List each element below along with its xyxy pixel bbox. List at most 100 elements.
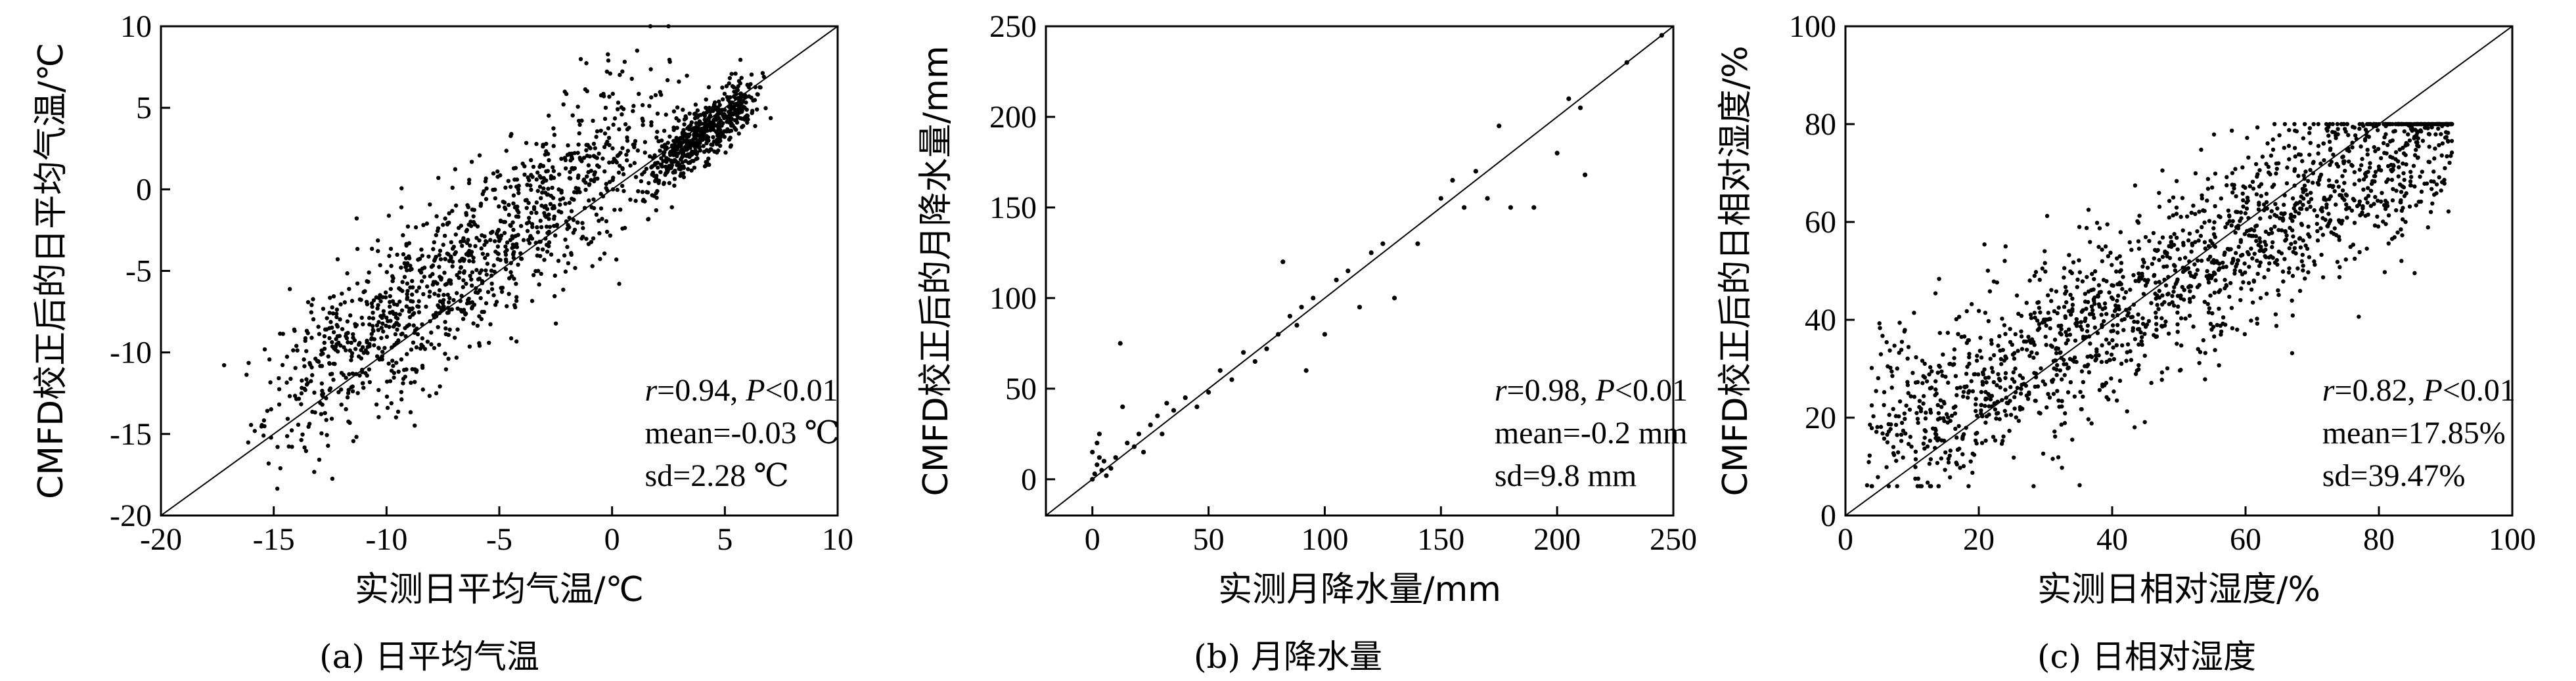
data-point xyxy=(612,116,618,121)
data-point xyxy=(2236,258,2240,263)
data-point xyxy=(500,285,505,290)
data-point xyxy=(401,233,405,238)
data-point xyxy=(2338,265,2342,269)
data-point xyxy=(541,164,546,169)
data-point xyxy=(379,326,384,330)
data-point xyxy=(2089,421,2094,426)
data-point xyxy=(308,362,313,367)
data-point xyxy=(640,172,644,177)
data-point xyxy=(2297,236,2302,241)
data-point xyxy=(2274,213,2279,219)
data-point xyxy=(2307,125,2313,131)
data-point xyxy=(1922,446,1927,451)
data-point xyxy=(2315,238,2320,243)
data-point xyxy=(1954,317,1958,322)
data-point xyxy=(2238,238,2244,242)
data-point xyxy=(2406,121,2410,127)
data-point xyxy=(437,253,442,257)
data-point xyxy=(2416,136,2420,141)
data-point xyxy=(1966,355,1972,360)
data-point xyxy=(680,141,685,145)
data-point xyxy=(2050,456,2055,461)
data-point xyxy=(2382,203,2387,208)
data-point xyxy=(629,76,634,81)
data-point xyxy=(328,320,333,324)
data-point xyxy=(2205,301,2210,307)
x-axis-label: 实测日相对湿度/% xyxy=(2037,570,2320,609)
data-point xyxy=(681,127,686,133)
data-point xyxy=(1989,404,1995,408)
data-point xyxy=(296,422,301,427)
data-point xyxy=(376,320,381,324)
data-point xyxy=(388,294,392,299)
data-point xyxy=(2136,312,2140,317)
data-point xyxy=(2012,380,2017,384)
data-point xyxy=(1878,326,1882,330)
data-point xyxy=(551,223,556,229)
data-point xyxy=(662,153,666,158)
data-point xyxy=(2142,353,2147,358)
data-point xyxy=(537,174,542,179)
data-point xyxy=(2308,190,2313,195)
data-point xyxy=(744,107,749,112)
data-point xyxy=(507,213,512,217)
data-point xyxy=(591,118,595,123)
data-point xyxy=(450,259,455,264)
data-point xyxy=(541,176,547,181)
data-point xyxy=(595,129,600,134)
data-point xyxy=(2250,179,2255,185)
data-point xyxy=(518,223,524,229)
data-point xyxy=(2340,174,2345,179)
data-point xyxy=(2261,202,2267,207)
data-point xyxy=(355,246,360,252)
data-point xyxy=(1884,340,1889,345)
data-point xyxy=(1999,357,2003,361)
data-point xyxy=(723,114,727,120)
data-point xyxy=(1252,359,1257,364)
data-point xyxy=(299,402,304,406)
data-point xyxy=(2326,184,2332,188)
data-point xyxy=(1974,408,1978,414)
data-point xyxy=(1090,449,1095,455)
data-point xyxy=(712,121,716,126)
data-point xyxy=(669,158,673,163)
data-point xyxy=(1280,259,1286,265)
data-point xyxy=(524,206,529,210)
data-point xyxy=(2297,211,2301,216)
data-point xyxy=(2043,269,2048,274)
data-point xyxy=(620,146,625,150)
data-point xyxy=(346,387,351,392)
data-point xyxy=(2163,283,2169,288)
data-point xyxy=(602,131,608,136)
data-point xyxy=(640,190,645,194)
data-point xyxy=(1912,395,1917,399)
data-point xyxy=(2229,128,2234,133)
data-point xyxy=(1939,438,1944,443)
data-point xyxy=(2068,292,2073,297)
data-point xyxy=(2396,121,2401,127)
data-point xyxy=(2175,279,2179,284)
data-point xyxy=(2376,164,2382,169)
data-point xyxy=(1951,362,1955,367)
data-point xyxy=(1943,450,1948,455)
data-point xyxy=(597,231,602,236)
data-point xyxy=(2286,144,2292,148)
data-point xyxy=(635,48,639,53)
data-point xyxy=(378,263,382,267)
data-point xyxy=(2449,150,2454,155)
data-point xyxy=(2174,205,2179,210)
data-point xyxy=(1878,352,1884,357)
data-point xyxy=(474,286,478,291)
data-point xyxy=(2143,283,2148,288)
data-point xyxy=(394,415,399,420)
data-point xyxy=(467,344,472,349)
data-point xyxy=(1983,438,1988,443)
data-point xyxy=(2414,148,2418,152)
data-point xyxy=(419,279,424,284)
data-point xyxy=(547,113,551,118)
data-point xyxy=(2370,179,2375,183)
data-point xyxy=(2114,343,2119,347)
data-point xyxy=(1964,426,1968,430)
data-point xyxy=(654,176,659,181)
data-point xyxy=(2312,259,2316,264)
